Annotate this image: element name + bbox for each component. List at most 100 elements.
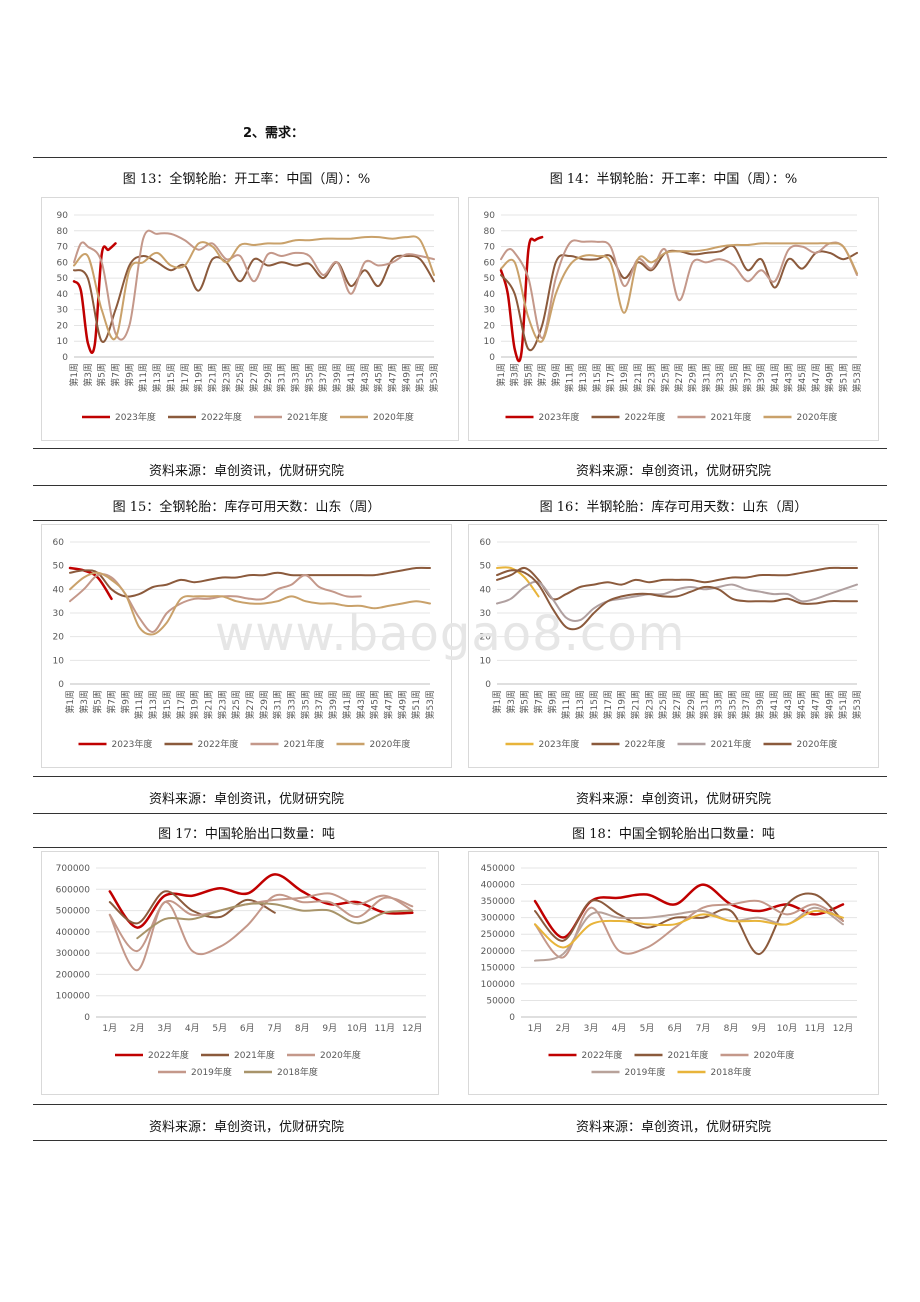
x-tick-label: 第27周 bbox=[244, 690, 256, 719]
figure-caption: 图 13：全钢轮胎：开工率：中国（周）：% bbox=[122, 172, 371, 187]
x-tick-label: 第39周 bbox=[755, 363, 767, 392]
y-tick-label: 300000 bbox=[56, 949, 91, 959]
y-tick-label: 90 bbox=[484, 211, 496, 221]
x-tick-label: 第7周 bbox=[536, 363, 548, 387]
y-tick-label: 60 bbox=[57, 258, 69, 268]
x-tick-label: 第43周 bbox=[359, 363, 371, 392]
y-tick-label: 20 bbox=[57, 321, 69, 331]
x-tick-label: 第3周 bbox=[505, 690, 517, 714]
x-tick-label: 第35周 bbox=[726, 690, 738, 719]
x-tick-label: 1月 bbox=[528, 1023, 543, 1034]
x-tick-label: 第37周 bbox=[317, 363, 329, 392]
y-tick-label: 30 bbox=[53, 609, 65, 619]
legend-label: 2020年度 bbox=[797, 738, 838, 750]
y-tick-label: 10 bbox=[57, 337, 69, 347]
series-line bbox=[69, 566, 431, 598]
x-tick-label: 第19周 bbox=[618, 363, 630, 392]
x-tick-label: 第31周 bbox=[272, 690, 284, 719]
y-tick-label: 100000 bbox=[56, 992, 91, 1002]
x-tick-label: 第25周 bbox=[659, 363, 671, 392]
x-tick-label: 3月 bbox=[157, 1023, 172, 1034]
y-tick-label: 350000 bbox=[481, 897, 516, 907]
legend-label: 2021年度 bbox=[284, 738, 325, 750]
y-tick-label: 50 bbox=[53, 562, 65, 572]
legend-label: 2018年度 bbox=[711, 1066, 752, 1078]
legend-label: 2020年度 bbox=[754, 1049, 795, 1061]
x-tick-label: 第31周 bbox=[276, 363, 288, 392]
y-tick-label: 0 bbox=[509, 1013, 515, 1023]
x-tick-label: 第5周 bbox=[519, 690, 531, 714]
series-line bbox=[108, 873, 414, 929]
x-tick-label: 第45周 bbox=[796, 690, 808, 719]
x-tick-label: 第29周 bbox=[687, 363, 699, 392]
figure-caption: 图 16：半钢轮胎：库存可用天数：山东（周） bbox=[539, 500, 808, 515]
x-tick-label: 第5周 bbox=[96, 363, 108, 387]
x-tick-label: 8月 bbox=[724, 1023, 739, 1034]
series-line bbox=[500, 242, 858, 343]
series-line bbox=[108, 893, 414, 972]
x-tick-label: 第31周 bbox=[700, 363, 712, 392]
y-tick-label: 70 bbox=[57, 243, 69, 253]
y-tick-label: 50 bbox=[484, 274, 496, 284]
x-tick-label: 第43周 bbox=[782, 690, 794, 719]
y-tick-label: 40 bbox=[57, 290, 69, 300]
x-tick-label: 第1周 bbox=[64, 690, 76, 714]
legend-label: 2020年度 bbox=[373, 411, 414, 423]
x-tick-label: 6月 bbox=[668, 1023, 683, 1034]
legend-label: 2021年度 bbox=[711, 738, 752, 750]
x-tick-label: 第37周 bbox=[740, 690, 752, 719]
chart-tire-exports: 0 100000 200000 300000 400000 500000 600000 700… bbox=[41, 851, 439, 1095]
figure-source: 资料来源：卓创资讯，优财研究院 bbox=[148, 792, 344, 807]
x-tick-label: 第1周 bbox=[68, 363, 80, 387]
x-tick-label: 第33周 bbox=[286, 690, 298, 719]
x-tick-label: 5月 bbox=[212, 1023, 227, 1034]
x-tick-label: 第11周 bbox=[560, 690, 572, 719]
chart-full-steel-inventory-days: 0 10 20 30 40 50 60 第1周 第3周 第5周 第7周 第9周 第11周 第13周 第15周… bbox=[41, 524, 452, 768]
x-tick-label: 第37周 bbox=[313, 690, 325, 719]
x-tick-label: 第47周 bbox=[386, 363, 398, 392]
x-tick-label: 第9周 bbox=[119, 690, 131, 714]
legend-label: 2022年度 bbox=[198, 738, 239, 750]
x-tick-label: 第49周 bbox=[824, 363, 836, 392]
table-rule bbox=[33, 776, 887, 777]
x-tick-label: 第33周 bbox=[714, 363, 726, 392]
figure-caption: 图 15：全钢轮胎：库存可用天数：山东（周） bbox=[112, 500, 381, 515]
y-tick-label: 20 bbox=[484, 321, 496, 331]
x-tick-label: 7月 bbox=[696, 1023, 711, 1034]
series-line bbox=[499, 235, 544, 363]
x-tick-label: 7月 bbox=[267, 1023, 282, 1034]
x-tick-label: 第29周 bbox=[262, 363, 274, 392]
x-tick-label: 11月 bbox=[375, 1023, 395, 1034]
x-tick-label: 第41周 bbox=[341, 690, 353, 719]
series-line bbox=[108, 892, 414, 952]
x-tick-label: 第27周 bbox=[671, 690, 683, 719]
table-rule bbox=[33, 847, 887, 848]
legend-label: 2022年度 bbox=[201, 411, 242, 423]
y-tick-label: 450000 bbox=[481, 864, 516, 874]
x-tick-label: 第15周 bbox=[165, 363, 177, 392]
y-tick-label: 300000 bbox=[481, 914, 516, 924]
y-tick-label: 10 bbox=[484, 337, 496, 347]
series-line bbox=[68, 566, 113, 601]
legend-label: 2022年度 bbox=[625, 411, 666, 423]
table-rule bbox=[33, 485, 887, 486]
y-tick-label: 30 bbox=[480, 609, 492, 619]
x-tick-label: 第21周 bbox=[206, 363, 218, 392]
y-tick-label: 200000 bbox=[56, 970, 91, 980]
x-tick-label: 1月 bbox=[102, 1023, 117, 1034]
table-rule bbox=[33, 448, 887, 449]
series-line bbox=[73, 229, 435, 341]
x-tick-label: 第15周 bbox=[161, 690, 173, 719]
x-tick-label: 第39周 bbox=[331, 363, 343, 392]
x-tick-label: 第3周 bbox=[82, 363, 94, 387]
x-tick-label: 9月 bbox=[322, 1023, 337, 1034]
y-tick-label: 100000 bbox=[481, 980, 516, 990]
legend-label: 2021年度 bbox=[668, 1049, 709, 1061]
table-rule bbox=[33, 520, 887, 521]
x-tick-label: 第17周 bbox=[605, 363, 617, 392]
x-tick-label: 第15周 bbox=[588, 690, 600, 719]
x-tick-label: 第9周 bbox=[123, 363, 135, 387]
x-tick-label: 第53周 bbox=[851, 363, 863, 392]
x-tick-label: 第19周 bbox=[616, 690, 628, 719]
